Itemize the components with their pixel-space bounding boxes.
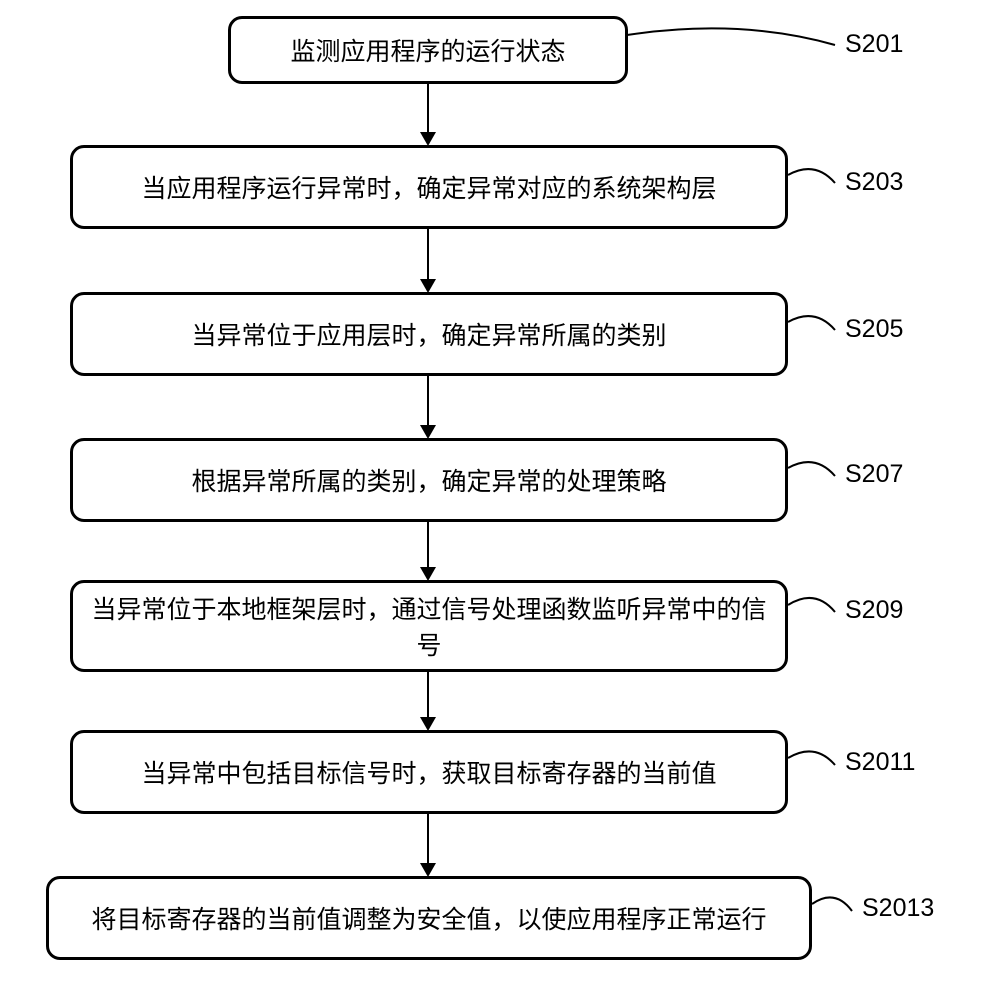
step-text: 将目标寄存器的当前值调整为安全值，以使应用程序正常运行 xyxy=(91,900,766,936)
arrow-head-3 xyxy=(420,425,436,439)
arrow-head-1 xyxy=(420,132,436,146)
arrow-head-5 xyxy=(420,717,436,731)
arrow-line-2 xyxy=(427,229,429,279)
flowchart-step-s203: 当应用程序运行异常时，确定异常对应的系统架构层 xyxy=(70,145,788,229)
arrow-head-4 xyxy=(420,567,436,581)
step-label-s203: S203 xyxy=(845,168,903,197)
step-label-s2011: S2011 xyxy=(845,748,915,777)
step-label-s2013: S2013 xyxy=(862,894,934,923)
flowchart-step-s209: 当异常位于本地框架层时，通过信号处理函数监听异常中的信 号 xyxy=(70,580,788,672)
arrow-line-1 xyxy=(427,84,429,132)
step-text: 当异常中包括目标信号时，获取目标寄存器的当前值 xyxy=(141,754,716,790)
step-text: 监测应用程序的运行状态 xyxy=(290,32,565,68)
arrow-head-2 xyxy=(420,279,436,293)
step-text: 当应用程序运行异常时，确定异常对应的系统架构层 xyxy=(141,169,716,205)
flowchart-step-s2011: 当异常中包括目标信号时，获取目标寄存器的当前值 xyxy=(70,730,788,814)
flowchart-container: 监测应用程序的运行状态 S201 当应用程序运行异常时，确定异常对应的系统架构层… xyxy=(0,0,1000,989)
arrow-line-3 xyxy=(427,376,429,425)
step-text: 根据异常所属的类别，确定异常的处理策略 xyxy=(191,462,666,498)
arrow-line-5 xyxy=(427,672,429,717)
flowchart-step-s205: 当异常位于应用层时，确定异常所属的类别 xyxy=(70,292,788,376)
flowchart-step-s207: 根据异常所属的类别，确定异常的处理策略 xyxy=(70,438,788,522)
step-label-s209: S209 xyxy=(845,596,903,625)
step-label-s205: S205 xyxy=(845,315,903,344)
arrow-line-4 xyxy=(427,522,429,567)
step-text: 当异常位于本地框架层时，通过信号处理函数监听异常中的信 号 xyxy=(91,590,766,662)
step-label-s207: S207 xyxy=(845,460,903,489)
step-text: 当异常位于应用层时，确定异常所属的类别 xyxy=(191,316,666,352)
flowchart-step-s2013: 将目标寄存器的当前值调整为安全值，以使应用程序正常运行 xyxy=(46,876,812,960)
arrow-line-6 xyxy=(427,814,429,863)
flowchart-step-s201: 监测应用程序的运行状态 xyxy=(228,16,628,84)
arrow-head-6 xyxy=(420,863,436,877)
step-label-s201: S201 xyxy=(845,30,903,59)
